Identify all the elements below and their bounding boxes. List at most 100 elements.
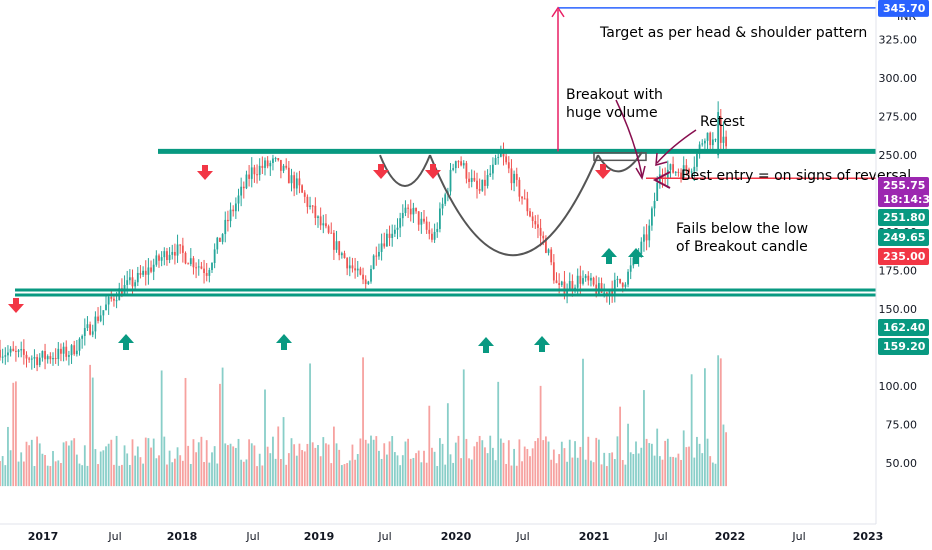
candle-body: [629, 265, 632, 272]
price-badge-label: 345.70: [883, 2, 926, 15]
volume-bar: [179, 455, 182, 487]
candle-body: [600, 283, 603, 293]
candle-body: [49, 356, 52, 360]
volume-bar: [590, 460, 592, 487]
price-badge: [878, 177, 929, 207]
volume-bar: [547, 441, 550, 487]
candle-body: [521, 196, 523, 199]
volume-bar: [412, 457, 415, 487]
candle-body: [277, 158, 280, 161]
price-badge: [878, 229, 929, 246]
candle-body: [338, 241, 341, 256]
candle-body: [174, 251, 176, 256]
volume-bar: [518, 439, 521, 487]
volume-bar: [97, 464, 99, 487]
volume-bar: [587, 436, 590, 487]
volume-bar: [340, 465, 343, 487]
time-tick-label: Jul: [377, 530, 391, 543]
candle-body: [399, 218, 402, 228]
candle-body: [256, 174, 258, 176]
candle-body: [160, 257, 163, 261]
volume-bar: [539, 385, 542, 487]
volume-bar: [603, 452, 606, 487]
volume-bar: [277, 426, 280, 487]
candle-body: [412, 207, 415, 215]
candle-body: [486, 175, 489, 186]
volume-bar: [722, 424, 725, 487]
fails-annotation-line-1: Fails below the low: [676, 221, 808, 237]
candle-body: [295, 178, 298, 189]
candle-body: [529, 211, 531, 217]
candle-body: [245, 174, 248, 189]
volume-bar: [637, 453, 640, 487]
volume-bar: [83, 445, 86, 487]
candle-body: [301, 185, 303, 193]
volume-bar: [224, 443, 227, 487]
candle-body: [211, 263, 213, 271]
volume-bar: [203, 462, 205, 487]
candle-body: [60, 348, 62, 354]
candle-body: [99, 315, 102, 321]
fails-annotation-line-2: of Breakout candle: [676, 239, 808, 255]
candle-body: [89, 324, 91, 335]
candle-body: [52, 357, 54, 360]
candle-body: [476, 180, 478, 189]
price-tick-label: 300.00: [879, 72, 918, 85]
volume-bar: [208, 462, 211, 487]
price-badge-label: 251.80: [883, 211, 926, 224]
volume-bar: [436, 466, 439, 487]
breakout-annotation-line-2: huge volume: [566, 105, 658, 121]
volume-bar: [367, 443, 370, 487]
candle-body: [105, 304, 107, 311]
volume-bar: [20, 452, 23, 487]
volume-bars: [0, 355, 727, 487]
candle-body: [560, 281, 563, 285]
candle-body: [102, 310, 105, 316]
volume-bar: [30, 439, 33, 487]
candle-body: [717, 112, 720, 156]
candle-body: [552, 262, 555, 281]
candle-body: [62, 346, 65, 354]
candle-body: [362, 274, 364, 280]
candle-body: [237, 195, 240, 204]
volume-bar: [423, 450, 425, 487]
candle-body: [115, 300, 118, 302]
volume-bar: [158, 455, 160, 487]
candle-body: [330, 232, 333, 234]
candle-body: [473, 177, 476, 181]
volume-bar: [489, 435, 492, 487]
volume-bar: [492, 447, 494, 487]
price-badge-label: 235.00: [883, 250, 926, 263]
volume-bar: [600, 464, 603, 487]
target-annotation: Target as per head & shoulder pattern: [599, 25, 867, 41]
volume-bar: [256, 466, 258, 487]
candle-body: [449, 169, 452, 192]
candle-body: [547, 249, 550, 253]
candle-body: [523, 198, 526, 200]
candle-body: [383, 243, 386, 247]
candle-body: [375, 255, 378, 257]
volume-bar: [343, 464, 346, 487]
candle-body: [531, 216, 534, 222]
volume-bar: [200, 436, 203, 487]
price-tick-label: 325.00: [879, 34, 918, 47]
volume-bar: [375, 436, 378, 487]
volume-bar: [333, 426, 335, 487]
volume-bar: [293, 444, 296, 487]
candle-body: [30, 358, 33, 360]
candle-body: [492, 164, 494, 174]
candle-body: [470, 177, 473, 182]
support-touch-arrow: [601, 248, 617, 264]
volume-bar: [216, 463, 219, 487]
time-axis: 2017 Jul 2018 Jul 2019 Jul 2020 Jul 2021 Jul 2022 J…: [0, 523, 883, 543]
volume-bar: [295, 455, 298, 487]
volume-bar: [248, 439, 250, 487]
volume-bar: [94, 449, 97, 487]
candle-body: [425, 221, 428, 230]
candle-body: [1, 356, 4, 358]
volume-bar: [624, 464, 627, 487]
candle-body: [690, 171, 693, 173]
time-tick-label: 2020: [441, 530, 472, 543]
candle-body: [75, 350, 78, 355]
candle-body: [518, 179, 521, 197]
